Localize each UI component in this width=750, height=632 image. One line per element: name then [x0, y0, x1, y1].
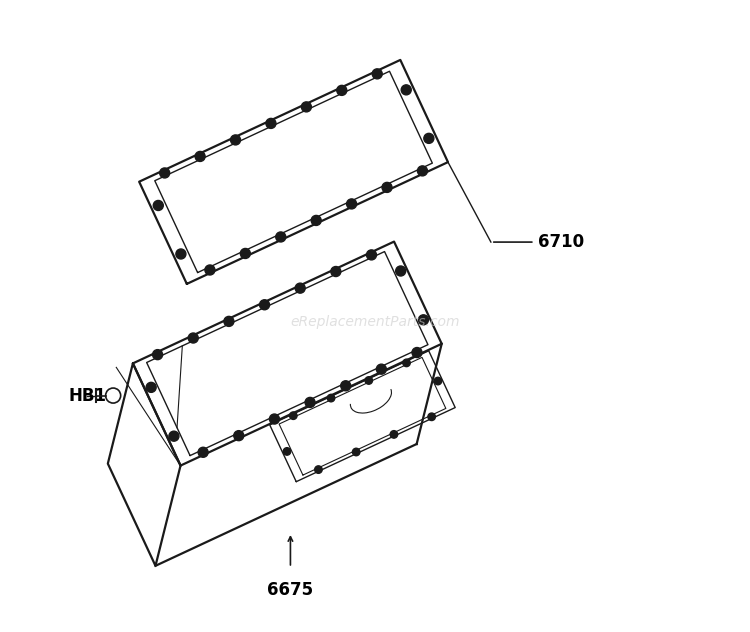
- Circle shape: [234, 430, 244, 441]
- Circle shape: [376, 364, 386, 374]
- Circle shape: [396, 266, 406, 276]
- Circle shape: [418, 166, 428, 176]
- Circle shape: [176, 249, 186, 259]
- Circle shape: [315, 466, 322, 473]
- Circle shape: [188, 333, 198, 343]
- Circle shape: [146, 382, 156, 392]
- Circle shape: [390, 430, 398, 438]
- Circle shape: [367, 250, 376, 260]
- Text: 6710: 6710: [538, 233, 584, 251]
- Circle shape: [434, 377, 442, 385]
- Circle shape: [401, 85, 411, 95]
- Circle shape: [198, 447, 208, 458]
- Circle shape: [152, 349, 163, 360]
- Circle shape: [346, 199, 356, 209]
- Circle shape: [331, 267, 340, 277]
- Circle shape: [169, 431, 179, 441]
- Circle shape: [240, 248, 250, 258]
- Circle shape: [284, 447, 291, 455]
- Circle shape: [424, 133, 433, 143]
- Circle shape: [311, 216, 321, 226]
- Circle shape: [296, 283, 305, 293]
- Circle shape: [195, 152, 205, 161]
- Circle shape: [266, 118, 276, 128]
- Circle shape: [412, 348, 422, 358]
- Circle shape: [372, 69, 382, 79]
- Circle shape: [302, 102, 311, 112]
- Circle shape: [352, 448, 360, 456]
- Text: HB1: HB1: [68, 387, 106, 404]
- Circle shape: [327, 394, 334, 402]
- Circle shape: [419, 315, 428, 325]
- Circle shape: [160, 168, 170, 178]
- Circle shape: [290, 412, 297, 420]
- Circle shape: [230, 135, 241, 145]
- Circle shape: [365, 377, 373, 384]
- Circle shape: [260, 300, 269, 310]
- Circle shape: [382, 183, 392, 192]
- Circle shape: [403, 359, 410, 367]
- Circle shape: [340, 380, 351, 391]
- Circle shape: [337, 85, 346, 95]
- Text: eReplacementParts.com: eReplacementParts.com: [290, 315, 460, 329]
- Circle shape: [276, 232, 286, 242]
- Circle shape: [305, 398, 315, 408]
- Circle shape: [224, 317, 234, 326]
- Circle shape: [428, 413, 436, 420]
- Circle shape: [153, 200, 164, 210]
- Circle shape: [205, 265, 215, 275]
- Circle shape: [269, 414, 280, 424]
- Text: 6675: 6675: [267, 581, 314, 599]
